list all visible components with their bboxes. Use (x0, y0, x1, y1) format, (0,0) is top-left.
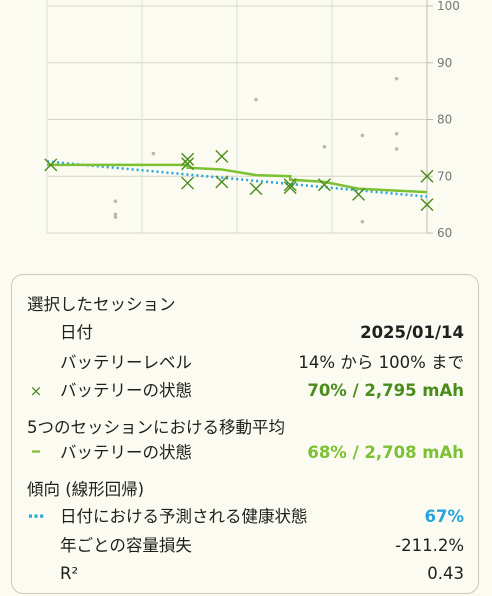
y-axis-ticks: 60 70 80 90 100 (437, 0, 460, 240)
y-tick-label-90: 90 (437, 56, 452, 70)
battery-health-value: 70% / 2,795 mAh (307, 381, 464, 400)
r-squared-row: R² 0.43 (27, 562, 464, 586)
battery-health-marker (181, 157, 195, 171)
moving-average-label: バッテリーの状態 (60, 443, 192, 462)
marker-stroke (283, 178, 297, 192)
battery-health-marker (44, 158, 58, 172)
predicted-health-value: 67% (424, 507, 465, 526)
background-point (394, 76, 399, 81)
battery-health-marker (420, 169, 434, 183)
background-point (360, 133, 365, 138)
battery-health-chart[interactable]: 60 70 80 90 100 (0, 0, 492, 262)
r-squared-label: R² (60, 564, 79, 583)
background-point (113, 212, 118, 217)
battery-health-marker (181, 152, 195, 166)
marker-stroke (181, 176, 195, 190)
r-squared-value: 0.43 (427, 564, 464, 583)
marker-stroke (420, 198, 434, 212)
y-tick-label-70: 70 (437, 169, 452, 183)
background-point (360, 219, 365, 224)
battery-health-marker (215, 149, 229, 163)
trend-title: 傾向 (線形回帰) (27, 480, 145, 499)
capacity-loss-value: -211.2% (395, 536, 464, 555)
trend-line (46, 160, 428, 198)
marker-stroke (352, 187, 366, 201)
marker-stroke (181, 157, 195, 171)
marker-stroke (181, 152, 195, 166)
battery-health-marker (283, 178, 297, 192)
battery-level-label: バッテリーレベル (60, 353, 192, 372)
predicted-health-label: 日付における予測される健康状態 (60, 507, 308, 526)
y-tick-label-100: 100 (437, 0, 460, 13)
line-legend-icon: ━ (32, 445, 40, 460)
background-point (322, 144, 327, 149)
background-point (113, 215, 118, 219)
chart-grid (46, 0, 433, 234)
background-point (151, 151, 156, 156)
moving-average-title: 5つのセッションにおける移動平均 (27, 418, 285, 437)
x-marker-icon: × (29, 382, 43, 400)
capacity-loss-label: 年ごとの容量損失 (60, 536, 192, 555)
battery-health-marker (420, 198, 434, 212)
battery-health-marker (215, 175, 229, 189)
battery-health-marker (181, 176, 195, 190)
background-point (113, 199, 118, 204)
marker-stroke (215, 175, 229, 189)
battery-health-marker (352, 187, 366, 201)
battery-health-label: バッテリーの状態 (60, 381, 192, 400)
battery-level-row: バッテリーレベル 14% から 100% まで (27, 351, 464, 375)
capacity-loss-row: 年ごとの容量損失 -211.2% (27, 534, 464, 558)
chart-lines (46, 160, 428, 198)
background-points (113, 76, 399, 224)
chart-svg: 60 70 80 90 100 (44, 0, 460, 240)
y-tick-label-60: 60 (437, 226, 452, 240)
battery-health-marker (283, 181, 297, 195)
y-tick-label-80: 80 (437, 113, 452, 127)
background-point (394, 147, 399, 151)
battery-health-markers (44, 149, 434, 212)
session-details-panel: 選択したセッション 日付 2025/01/14 バッテリーレベル 14% から … (11, 274, 479, 594)
battery-level-value: 14% から 100% まで (298, 353, 464, 372)
marker-stroke (44, 158, 58, 172)
marker-stroke (283, 181, 297, 195)
marker-stroke (249, 182, 263, 196)
battery-health-row: × バッテリーの状態 70% / 2,795 mAh (27, 379, 464, 403)
battery-health-marker (249, 182, 263, 196)
background-point (254, 97, 258, 102)
predicted-health-row: ⋯ 日付における予測される健康状態 67% (27, 505, 465, 529)
moving-average-line (47, 163, 428, 194)
selected-session-title: 選択したセッション (27, 295, 176, 314)
marker-stroke (317, 178, 331, 192)
background-point (394, 131, 399, 136)
moving-average-row: ━ バッテリーの状態 68% / 2,708 mAh (27, 441, 464, 465)
date-value: 2025/01/14 (360, 323, 464, 342)
marker-stroke (420, 169, 434, 183)
battery-health-marker (317, 178, 331, 192)
marker-stroke (215, 149, 229, 163)
date-row: 日付 2025/01/14 (27, 321, 464, 345)
dotted-line-legend-icon: ⋯ (27, 507, 45, 527)
date-label: 日付 (60, 323, 93, 342)
moving-average-value: 68% / 2,708 mAh (307, 443, 464, 462)
